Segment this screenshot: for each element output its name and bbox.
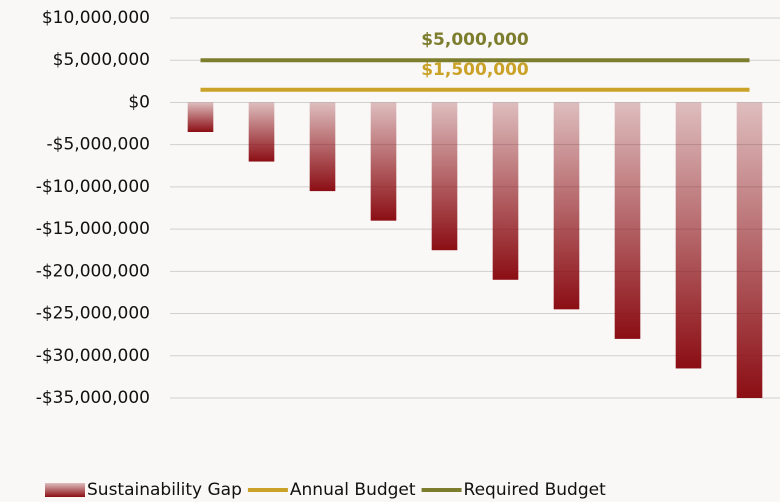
y-tick-label: -$25,000,000 [36,304,150,324]
bar [249,102,275,161]
background [0,0,780,502]
bar [188,102,214,132]
value-label: $1,500,000 [421,60,529,80]
y-tick-label: -$30,000,000 [36,346,150,366]
legend-label: Required Budget [464,480,607,500]
chart: -$35,000,000 -$30,000,000 -$25,000,000 -$20… [0,0,780,502]
y-tick-label: $5,000,000 [53,50,150,70]
page: {"chart_data": {"type": "bar", "categori… [0,0,780,502]
y-tick-label: -$5,000,000 [47,135,150,155]
y-tick-label: -$35,000,000 [36,388,150,408]
y-tick-label: -$15,000,000 [36,219,150,239]
bar [493,102,519,279]
y-tick-label: -$10,000,000 [36,177,150,197]
y-tick-label: $0 [128,92,150,112]
legend-swatch [45,483,85,497]
y-tick-label: -$20,000,000 [36,261,150,281]
y-tick-label: $10,000,000 [42,8,150,28]
legend-label: Sustainability Gap [87,480,242,500]
bar [432,102,458,250]
bar [676,102,702,368]
bar [371,102,397,220]
value-label: $5,000,000 [421,30,529,50]
bar [615,102,641,338]
bar [554,102,580,309]
bar [310,102,336,191]
legend-label: Annual Budget [290,480,416,500]
bar [737,102,763,398]
